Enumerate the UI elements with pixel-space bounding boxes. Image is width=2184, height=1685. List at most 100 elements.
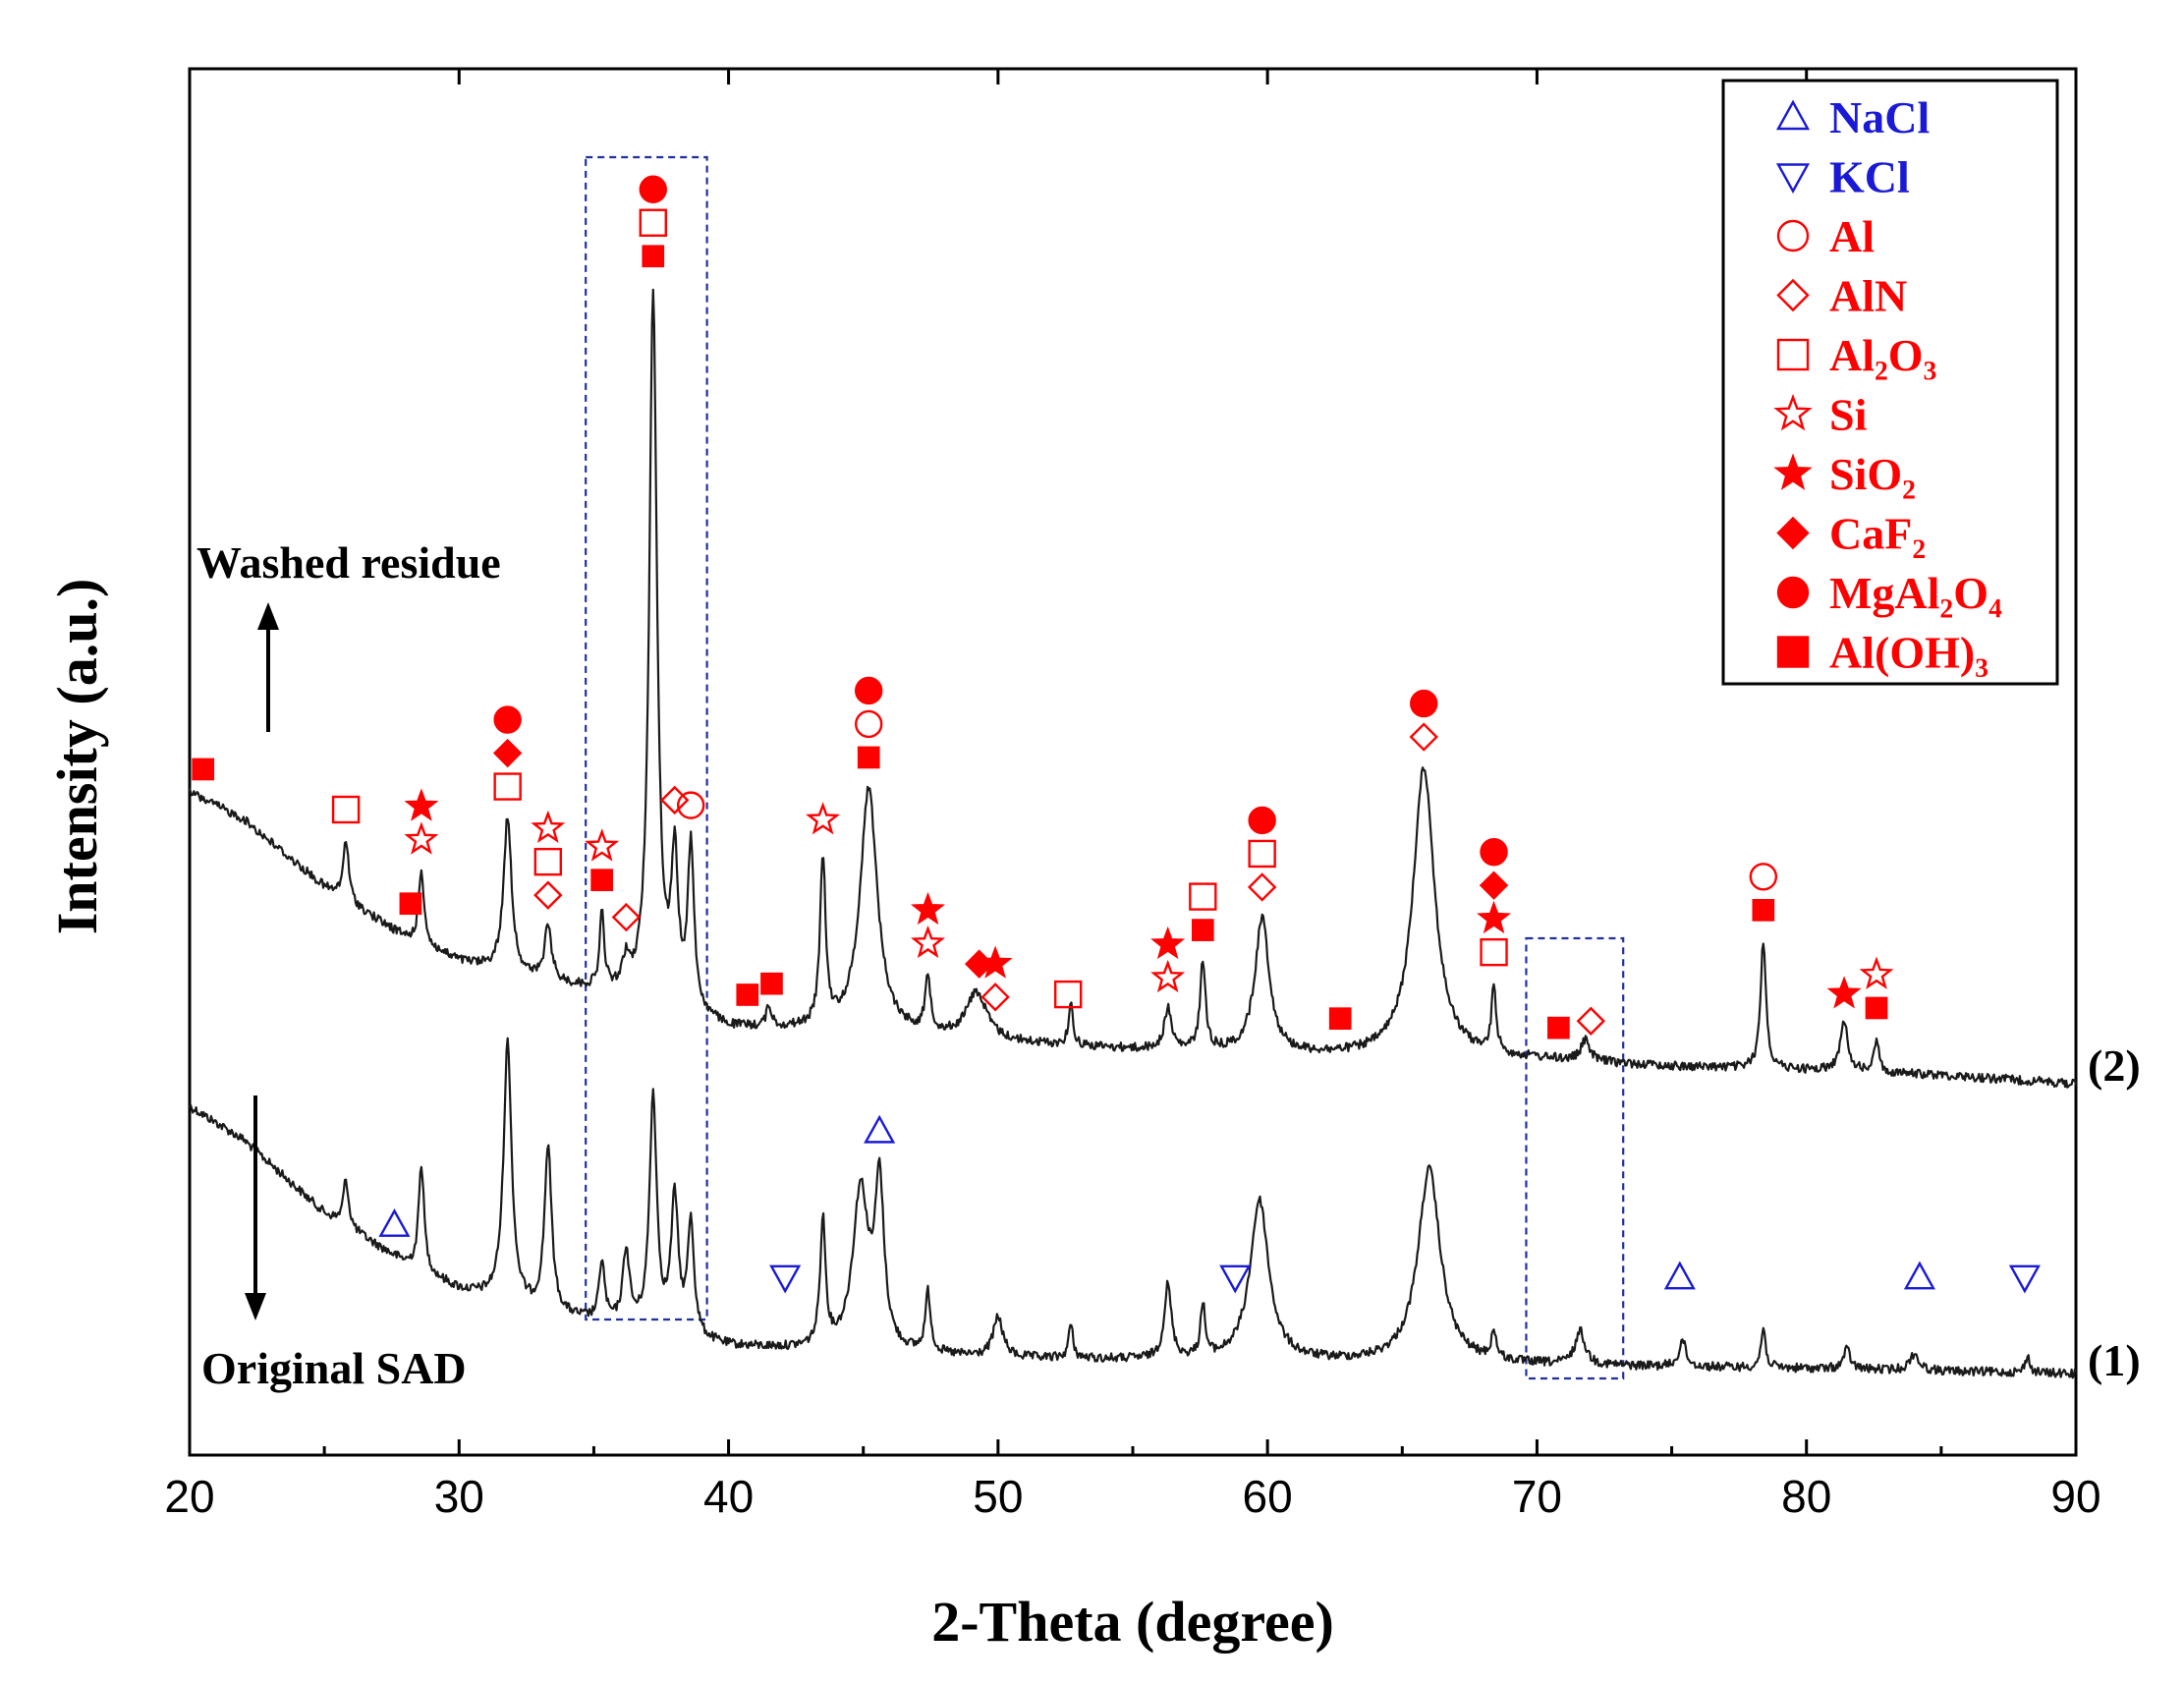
marker-mgal2o4 (1248, 806, 1276, 835)
marker-aloh3 (1752, 898, 1775, 922)
marker-kcl (769, 1264, 802, 1294)
marker-aln (1576, 1006, 1605, 1036)
legend-label: KCl (1829, 152, 1910, 202)
marker-al2o3 (1189, 882, 1217, 911)
marker-aln (611, 902, 642, 932)
marker-al (1749, 863, 1778, 891)
marker-aloh3 (1191, 919, 1214, 941)
marker-aln (1409, 722, 1438, 752)
marker-kcl (2008, 1264, 2041, 1294)
marker-si (1859, 956, 1894, 989)
marker-nacl (864, 1114, 896, 1144)
legend-label: CaF₂ (1829, 509, 1926, 559)
legend-label: Al₂O₃ (1829, 330, 1936, 380)
legend-symbol-diamond-filled (1776, 516, 1810, 550)
legend-box (1721, 79, 2059, 686)
x-tick-label: 90 (2050, 1471, 2100, 1522)
marker-aloh3 (192, 758, 215, 781)
highlight-boxes (585, 155, 1625, 1380)
marker-caf2 (492, 738, 523, 768)
marker-aloh3 (857, 746, 880, 769)
marker-aloh3 (1328, 1007, 1352, 1031)
legend-label: SiO₂ (1829, 449, 1916, 499)
marker-al2o3 (639, 208, 667, 237)
legend-symbol-triangle-down-open (1775, 163, 1811, 194)
curve-2-id: (2) (2088, 1040, 2141, 1091)
x-tick-label: 80 (1781, 1471, 1831, 1522)
marker-al2o3 (1053, 980, 1083, 1009)
marker-aloh3 (1547, 1016, 1570, 1039)
legend-symbol-diamond-open (1776, 278, 1810, 312)
highlight-box (1525, 936, 1625, 1380)
original-sad-label: Original SAD (201, 1343, 467, 1393)
marker-si (585, 828, 620, 862)
washed-residue-label: Washed residue (196, 537, 501, 588)
marker-al2o3 (1480, 937, 1508, 967)
marker-al (676, 791, 705, 819)
marker-aln (1247, 872, 1277, 902)
phase-markers (192, 175, 2041, 1294)
x-tick-label: 50 (973, 1471, 1023, 1522)
marker-al2o3 (331, 795, 361, 824)
marker-sio2 (1150, 926, 1186, 960)
marker-aloh3 (399, 892, 422, 916)
x-axis-title: 2-Theta (degree) (931, 1590, 1334, 1654)
up-arrow (257, 602, 279, 732)
marker-kcl (1219, 1264, 1252, 1294)
legend-symbol-circle-open (1776, 219, 1810, 253)
marker-aln (980, 983, 1010, 1012)
marker-si (404, 821, 439, 855)
legend-label: AlN (1829, 271, 1907, 321)
marker-aloh3 (736, 983, 759, 1006)
marker-si (806, 802, 841, 835)
legend-symbol-star-open (1773, 393, 1813, 431)
marker-caf2 (1479, 871, 1509, 900)
legend-label: MgAl₂O₄ (1829, 568, 2002, 618)
marker-sio2 (978, 945, 1013, 979)
marker-aln (533, 880, 563, 910)
legend-label: NaCl (1829, 92, 1930, 142)
marker-sio2 (1477, 900, 1512, 934)
x-tick-label: 70 (1512, 1471, 1562, 1522)
marker-sio2 (404, 788, 439, 821)
marker-al2o3 (493, 772, 522, 801)
xrd-traces (188, 288, 2078, 1379)
marker-mgal2o4 (493, 705, 522, 734)
marker-si (531, 810, 566, 843)
x-tick-label: 20 (164, 1471, 214, 1522)
marker-aloh3 (760, 972, 783, 995)
legend-label: Al(OH)₃ (1829, 628, 1988, 678)
marker-mgal2o4 (1410, 689, 1438, 718)
marker-sio2 (911, 891, 946, 926)
marker-al (855, 709, 883, 739)
marker-aloh3 (590, 869, 613, 892)
legend-symbol-star-filled (1773, 453, 1813, 490)
y-axis-title: Intensity (a.u.) (45, 579, 109, 935)
legend-label: Si (1829, 390, 1868, 440)
marker-nacl (1663, 1261, 1696, 1290)
marker-aloh3 (642, 245, 665, 268)
x-axis: 20 30 40 50 60 70 80 90 (164, 69, 2101, 1522)
marker-nacl (378, 1208, 411, 1237)
x-tick-label: 30 (434, 1471, 484, 1522)
marker-aloh3 (1865, 996, 1888, 1020)
legend-symbol-circle-filled (1776, 576, 1810, 609)
series-line-(2) (188, 288, 2078, 1089)
marker-mgal2o4 (1480, 837, 1508, 867)
series-line-(1) (189, 1037, 2078, 1379)
marker-al2o3 (1248, 839, 1276, 869)
highlight-box (585, 155, 708, 1321)
marker-nacl (1903, 1261, 1935, 1290)
legend-symbol-square-open (1776, 338, 1810, 371)
marker-mgal2o4 (639, 175, 667, 203)
legend-symbol-triangle-up-open (1775, 99, 1811, 131)
marker-sio2 (1826, 976, 1862, 1009)
marker-mgal2o4 (855, 676, 883, 705)
marker-si (911, 925, 946, 959)
legend: NaCl KCl Al AlN Al₂O₃ Si SiO₂ CaF₂ MgAl₂O₄ Al(OH)… (1721, 79, 2059, 686)
marker-aln (660, 785, 690, 815)
curve-1-id: (1) (2088, 1335, 2141, 1385)
marker-si (1150, 959, 1186, 993)
down-arrow (245, 1095, 266, 1320)
